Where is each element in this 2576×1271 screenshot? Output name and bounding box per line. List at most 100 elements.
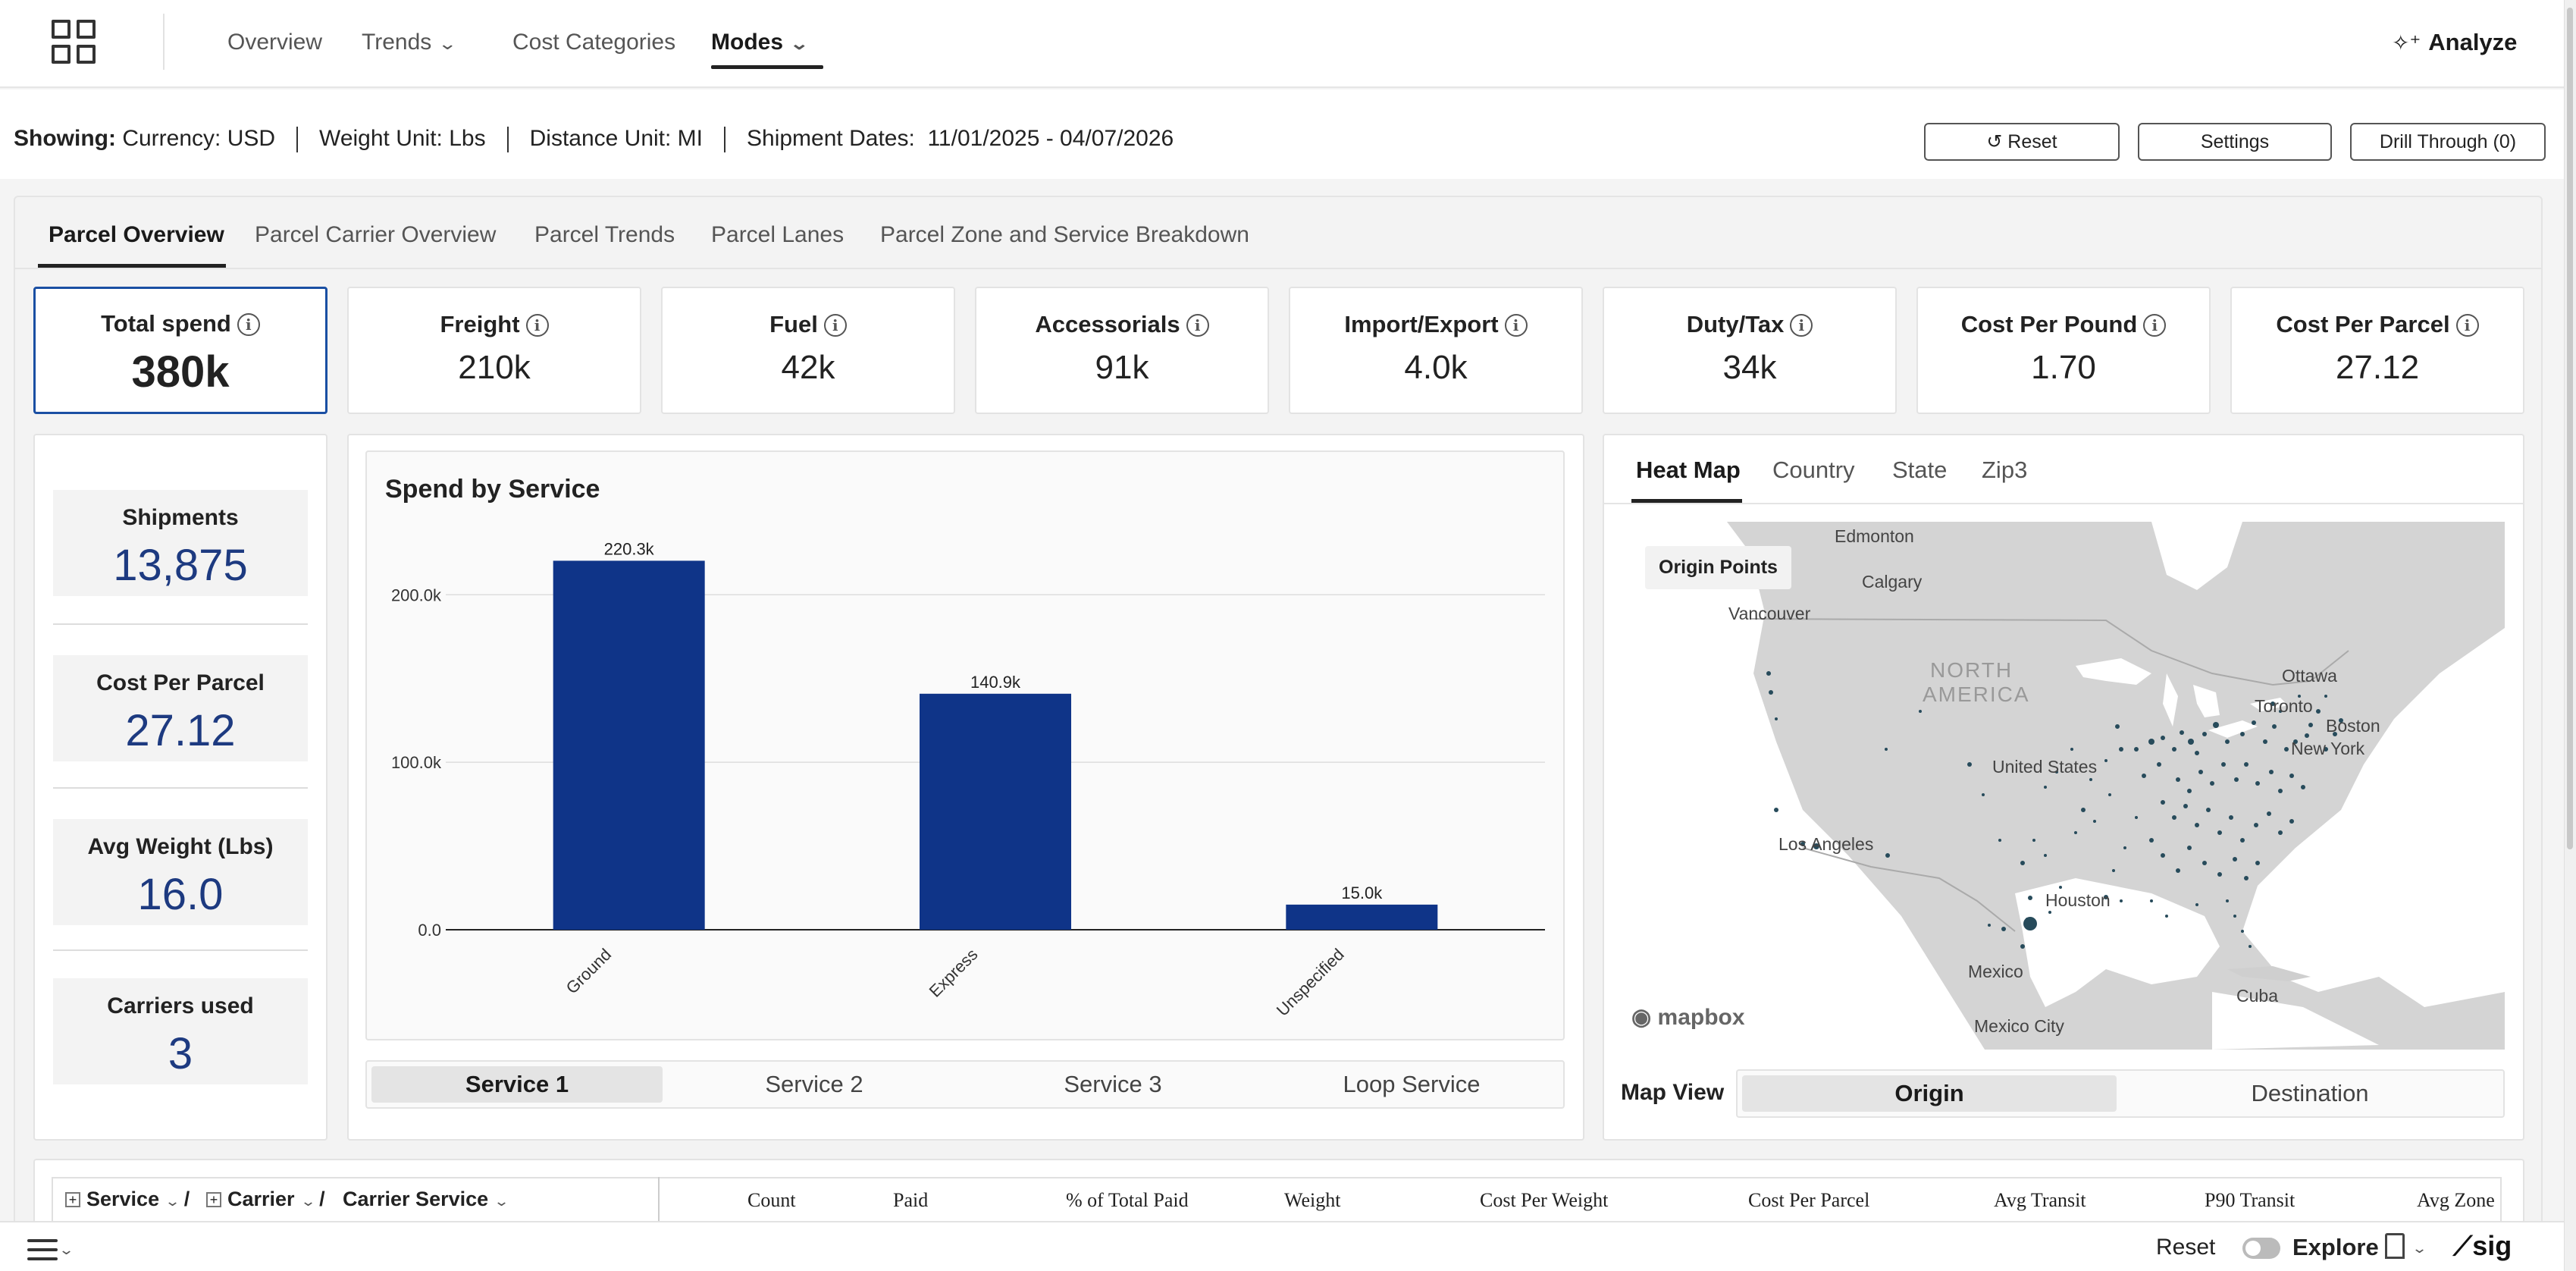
distance-unit-filter: Distance Unit: MI	[529, 126, 704, 151]
sigma-logo-text: sig	[2472, 1230, 2512, 1261]
chevron-down-icon[interactable]: ⌄	[58, 1242, 75, 1257]
kpi-total-spend[interactable]: Total spend i 380k	[33, 287, 327, 414]
group-label: Carrier Service	[343, 1188, 489, 1210]
weight-unit-filter: Weight Unit: Lbs	[319, 126, 486, 151]
map-label: Mexico	[1968, 962, 2023, 981]
column-count[interactable]: Count	[747, 1189, 796, 1211]
kpi-value: 27.12	[2335, 349, 2420, 386]
info-icon[interactable]: i	[1504, 314, 1528, 337]
group-label: Service	[86, 1188, 160, 1210]
nav-overview-label: Overview	[227, 30, 323, 55]
drill-through-button[interactable]: Drill Through (0)	[2350, 123, 2546, 161]
bar-ground	[553, 560, 705, 930]
tab-country[interactable]: Country	[1772, 457, 1855, 483]
map-label: Cuba	[2236, 986, 2278, 1006]
kpi-cost-per-pound[interactable]: Cost Per Pound i 1.70	[1916, 287, 2211, 414]
info-icon[interactable]: i	[823, 314, 847, 337]
service-3-button[interactable]: Service 3	[1064, 1071, 1162, 1097]
kpi-label: Accessorials	[1035, 311, 1180, 337]
explore-toggle[interactable]	[2242, 1238, 2280, 1259]
tab-state[interactable]: State	[1892, 457, 1948, 483]
column-cost-per-parcel[interactable]: Cost Per Parcel	[1748, 1189, 1870, 1211]
map-canvas[interactable]	[1621, 522, 2505, 1050]
stat-value: 16.0	[137, 870, 224, 919]
origin-points	[1766, 671, 2343, 949]
nav-trends[interactable]: Trends ⌄	[362, 27, 457, 58]
service-2-button[interactable]: Service 2	[765, 1071, 863, 1097]
menu-icon[interactable]	[27, 1239, 58, 1260]
tab-parcel-overview[interactable]: Parcel Overview	[49, 222, 224, 247]
data-label: 220.3k	[604, 539, 655, 558]
loop-service-button[interactable]: Loop Service	[1343, 1071, 1481, 1097]
tab-parcel-carrier-overview[interactable]: Parcel Carrier Overview	[255, 222, 497, 247]
map-view-label: Map View	[1621, 1080, 1725, 1105]
tab-parcel-zone-service[interactable]: Parcel Zone and Service Breakdown	[880, 222, 1249, 247]
origin-view-button[interactable]: Origin	[1742, 1075, 2117, 1112]
info-icon[interactable]: i	[1186, 314, 1209, 337]
info-icon[interactable]: i	[237, 313, 260, 336]
column-p90-transit[interactable]: P90 Transit	[2205, 1189, 2296, 1211]
reset-button[interactable]: ↺ Reset	[1924, 123, 2120, 161]
kpi-label: Freight	[440, 311, 520, 337]
currency-filter: Currency: USD	[122, 126, 276, 151]
nav-overview[interactable]: Overview	[227, 27, 322, 58]
kpi-fuel[interactable]: Fuel i 42k	[661, 287, 955, 414]
info-icon[interactable]: i	[525, 314, 549, 337]
table-header	[52, 1177, 2502, 1222]
column-avg-zone[interactable]: Avg Zone	[2417, 1189, 2495, 1211]
kpi-cost-per-parcel[interactable]: Cost Per Parcel i 27.12	[2230, 287, 2524, 414]
plus-icon[interactable]: +	[206, 1192, 221, 1207]
table-column-divider	[658, 1177, 660, 1222]
scrollbar-thumb[interactable]	[2567, 8, 2573, 849]
top-nav	[0, 0, 2576, 88]
column-cost-per-weight[interactable]: Cost Per Weight	[1480, 1189, 1609, 1211]
nav-modes[interactable]: Modes ⌄	[711, 27, 809, 58]
y-tick-label: 100.0k	[391, 753, 442, 772]
service-1-button[interactable]: Service 1	[371, 1066, 663, 1103]
info-icon[interactable]: i	[2455, 314, 2479, 337]
chevron-down-icon[interactable]: ⌄	[494, 1194, 510, 1209]
kpi-accessorials[interactable]: Accessorials i 91k	[975, 287, 1269, 414]
column-weight[interactable]: Weight	[1284, 1189, 1341, 1211]
info-icon[interactable]: i	[2143, 314, 2167, 337]
origin-heat-map[interactable]: Origin Points Edmonton Calgary Vancouver…	[1621, 522, 2505, 1050]
group-carrier-service[interactable]: Carrier Service ⌄	[343, 1188, 510, 1211]
kpi-value: 1.70	[2031, 349, 2096, 386]
group-service[interactable]: + Service ⌄ /	[65, 1188, 190, 1211]
plus-icon[interactable]: +	[65, 1192, 80, 1207]
analyze-button[interactable]: ✧⁺ Analyze	[2392, 26, 2517, 59]
column-avg-transit[interactable]: Avg Transit	[1994, 1189, 2086, 1211]
info-icon[interactable]: i	[1790, 314, 1813, 337]
explore-button[interactable]: Explore	[2292, 1234, 2379, 1260]
app-grid-icon[interactable]	[52, 20, 96, 64]
filter-separator	[506, 127, 509, 153]
stat-label: Carriers used	[107, 993, 254, 1018]
x-tick-label: Ground	[563, 945, 616, 998]
kpi-freight[interactable]: Freight i 210k	[347, 287, 641, 414]
group-carrier[interactable]: + Carrier ⌄ /	[206, 1188, 325, 1211]
kpi-duty-tax[interactable]: Duty/Tax i 34k	[1603, 287, 1897, 414]
stat-value: 3	[168, 1029, 193, 1078]
tab-heat-map[interactable]: Heat Map	[1636, 457, 1741, 483]
tab-parcel-trends[interactable]: Parcel Trends	[534, 222, 675, 247]
nav-cost-categories[interactable]: Cost Categories	[512, 27, 675, 58]
chevron-down-icon[interactable]: ⌄	[165, 1194, 181, 1209]
stat-divider	[53, 949, 308, 951]
destination-view-button[interactable]: Destination	[2251, 1080, 2369, 1106]
column-pct-total-paid[interactable]: % of Total Paid	[1066, 1189, 1189, 1211]
bookmark-icon[interactable]	[2385, 1233, 2405, 1259]
tab-zip3[interactable]: Zip3	[1982, 457, 2028, 483]
kpi-label: Fuel	[769, 311, 818, 337]
nav-cost-categories-label: Cost Categories	[512, 30, 676, 55]
chevron-down-icon[interactable]: ⌄	[299, 1194, 316, 1209]
stat-divider	[53, 623, 308, 625]
mapbox-attribution: mapbox	[1657, 1005, 1745, 1030]
column-paid[interactable]: Paid	[893, 1189, 929, 1211]
tab-parcel-lanes[interactable]: Parcel Lanes	[711, 222, 845, 247]
chevron-down-icon[interactable]: ⌄	[2411, 1241, 2428, 1256]
stat-value: 13,875	[113, 541, 248, 590]
bottom-reset-button[interactable]: Reset	[2156, 1235, 2216, 1260]
kpi-import-export[interactable]: Import/Export i 4.0k	[1289, 287, 1583, 414]
filter-summary: Showing: Currency: USD Weight Unit: Lbs Di…	[14, 125, 1174, 153]
settings-button[interactable]: Settings	[2138, 123, 2332, 161]
